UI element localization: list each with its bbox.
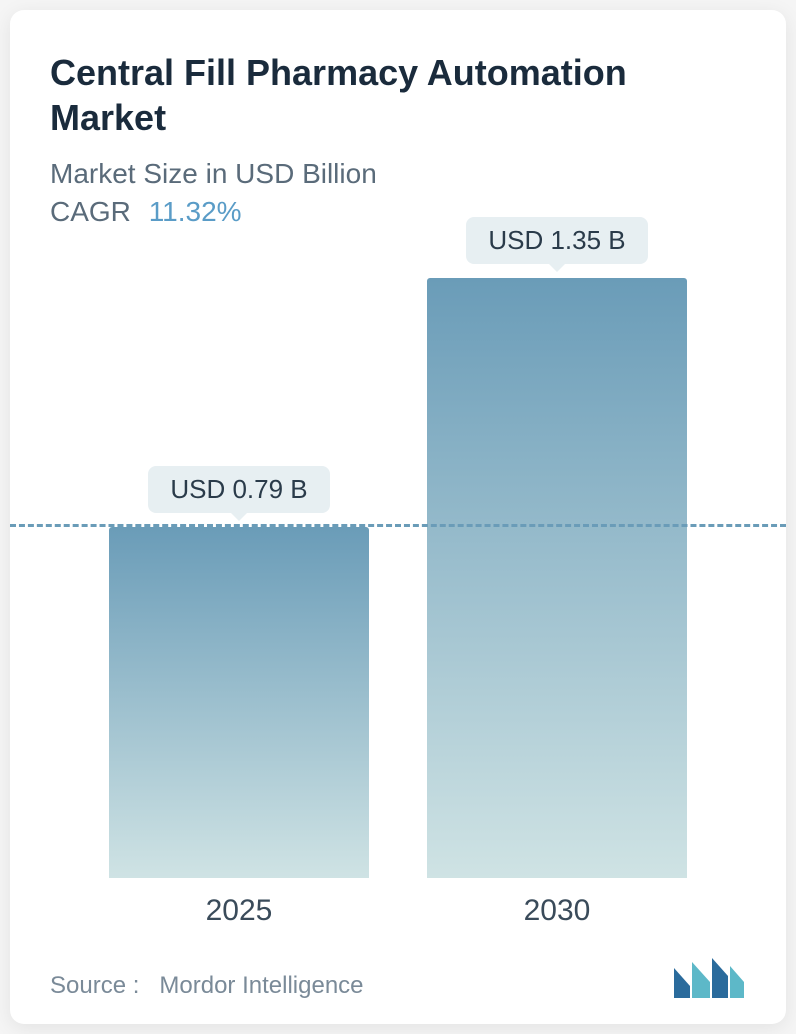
source-text: Source : Mordor Intelligence bbox=[50, 972, 364, 1000]
source-label: Source : bbox=[50, 972, 139, 999]
chart-title: Central Fill Pharmacy Automation Market bbox=[50, 50, 746, 140]
reference-line bbox=[10, 524, 786, 527]
chart-subtitle: Market Size in USD Billion bbox=[50, 158, 746, 190]
chart-area: USD 0.79 BUSD 1.35 B bbox=[50, 258, 746, 878]
chart-card: Central Fill Pharmacy Automation Market … bbox=[10, 10, 786, 1024]
bar bbox=[427, 278, 687, 878]
footer: Source : Mordor Intelligence bbox=[50, 956, 746, 1000]
logo-icon bbox=[672, 956, 746, 1000]
bar-group: USD 1.35 B bbox=[427, 217, 687, 878]
x-axis-labels: 2025 2030 bbox=[50, 878, 746, 928]
source-name: Mordor Intelligence bbox=[159, 972, 363, 999]
bar-group: USD 0.79 B bbox=[109, 466, 369, 878]
value-badge: USD 1.35 B bbox=[466, 217, 647, 264]
x-axis-label: 2025 bbox=[109, 894, 369, 928]
x-axis-label: 2030 bbox=[427, 894, 687, 928]
cagr-label: CAGR bbox=[50, 196, 131, 227]
bars-row: USD 0.79 BUSD 1.35 B bbox=[50, 258, 746, 878]
cagr-value: 11.32% bbox=[149, 196, 242, 227]
value-badge: USD 0.79 B bbox=[148, 466, 329, 513]
bar bbox=[109, 527, 369, 878]
